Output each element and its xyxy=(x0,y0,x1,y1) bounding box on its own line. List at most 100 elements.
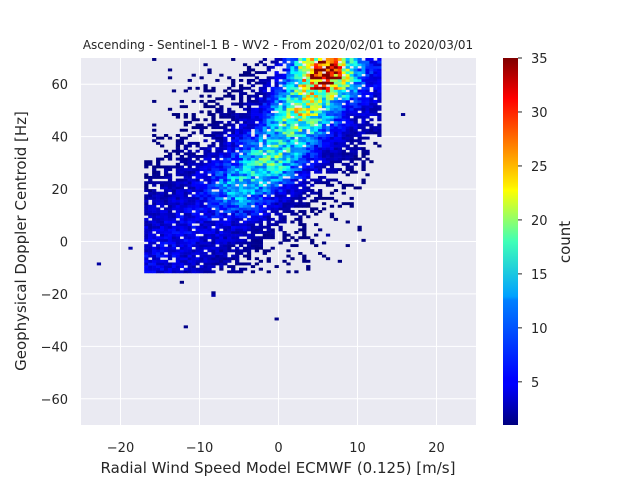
heatmap-cell xyxy=(365,76,370,80)
heatmap-cell xyxy=(310,86,315,90)
colorbar-label: count xyxy=(556,221,574,263)
heatmap-cells xyxy=(96,58,406,329)
heatmap-cell xyxy=(219,212,224,216)
heatmap-cell xyxy=(207,199,212,203)
heatmap-cell xyxy=(246,128,252,132)
heatmap-cell xyxy=(373,113,378,116)
heatmap-cell xyxy=(325,89,331,93)
heatmap-cell xyxy=(349,157,354,161)
heatmap-cell xyxy=(377,73,382,77)
heatmap-cell xyxy=(270,134,275,137)
heatmap-cell xyxy=(353,68,358,72)
heatmap-cell xyxy=(258,131,263,135)
heatmap-cell xyxy=(223,173,228,177)
heatmap-cell xyxy=(239,251,244,255)
heatmap-cell xyxy=(167,181,173,185)
heatmap-cell xyxy=(282,78,287,82)
heatmap-cell xyxy=(341,131,346,135)
heatmap-cell xyxy=(262,157,267,161)
heatmap-cell xyxy=(274,186,279,190)
heatmap-cell xyxy=(266,134,271,137)
heatmap-cell xyxy=(270,115,275,119)
heatmap-cell xyxy=(337,160,342,164)
heatmap-cell xyxy=(262,181,267,185)
heatmap-cell xyxy=(262,58,267,61)
heatmap-cell xyxy=(349,63,354,67)
heatmap-cell xyxy=(266,183,271,187)
heatmap-cell xyxy=(246,81,252,85)
heatmap-cell xyxy=(270,154,275,158)
heatmap-cell xyxy=(282,199,287,203)
heatmap-cell xyxy=(278,186,283,190)
heatmap-cell xyxy=(294,194,299,198)
heatmap-cell xyxy=(262,71,267,75)
heatmap-cell xyxy=(282,141,287,145)
heatmap-cell xyxy=(223,202,228,206)
heatmap-cell xyxy=(219,173,224,177)
heatmap-cell xyxy=(274,157,279,161)
heatmap-cell xyxy=(179,204,184,208)
heatmap-cell xyxy=(341,123,346,127)
heatmap-cell xyxy=(321,110,327,114)
heatmap-cell xyxy=(294,186,299,190)
heatmap-cell xyxy=(250,149,256,153)
heatmap-cell xyxy=(211,178,216,182)
heatmap-cell xyxy=(262,212,267,216)
heatmap-cell xyxy=(246,68,252,72)
heatmap-cell xyxy=(250,175,256,179)
heatmap-cell xyxy=(163,241,169,245)
heatmap-cell xyxy=(239,233,244,237)
heatmap-cell xyxy=(333,131,339,135)
heatmap-cell xyxy=(167,175,173,179)
heatmap-cell xyxy=(187,149,192,153)
heatmap-cell xyxy=(333,110,339,114)
heatmap-cell xyxy=(258,128,263,132)
heatmap-cell xyxy=(302,175,307,179)
heatmap-cell xyxy=(254,168,260,172)
heatmap-cell xyxy=(262,149,267,153)
heatmap-cell xyxy=(219,147,224,151)
heatmap-cell xyxy=(290,154,295,158)
heatmap-cell xyxy=(254,196,260,200)
heatmap-cell xyxy=(215,257,220,261)
heatmap-cell xyxy=(266,168,271,172)
heatmap-cell xyxy=(175,152,181,156)
heatmap-cell xyxy=(306,120,311,124)
heatmap-cell xyxy=(262,186,267,190)
heatmap-cell xyxy=(341,97,346,101)
heatmap-cell xyxy=(160,210,165,213)
heatmap-cell xyxy=(156,136,161,140)
heatmap-cell xyxy=(211,105,216,109)
heatmap-cell xyxy=(306,215,311,219)
heatmap-cell xyxy=(333,128,339,132)
heatmap-cell xyxy=(345,120,350,124)
heatmap-cell xyxy=(246,107,252,111)
heatmap-cell xyxy=(179,231,184,234)
heatmap-cell xyxy=(266,194,271,198)
heatmap-cell xyxy=(290,186,295,190)
heatmap-cell xyxy=(306,165,311,169)
heatmap-cell xyxy=(302,189,307,192)
heatmap-cell xyxy=(148,196,153,200)
heatmap-cell xyxy=(195,246,200,250)
heatmap-cell xyxy=(167,136,173,140)
heatmap-cell xyxy=(183,189,188,192)
heatmap-cell xyxy=(286,189,291,192)
heatmap-cell xyxy=(235,147,240,151)
heatmap-cell xyxy=(337,86,342,90)
heatmap-cell xyxy=(195,236,200,240)
heatmap-cell xyxy=(167,249,173,253)
heatmap-cell xyxy=(227,173,232,177)
heatmap-cell xyxy=(235,152,240,156)
heatmap-cell xyxy=(290,257,295,261)
heatmap-cell xyxy=(314,118,319,122)
heatmap-cell xyxy=(290,189,295,192)
heatmap-cell xyxy=(239,78,244,82)
heatmap-cell xyxy=(242,262,248,266)
heatmap-cell xyxy=(377,99,382,103)
heatmap-cell xyxy=(373,71,378,75)
heatmap-cell xyxy=(223,147,228,151)
heatmap-cell xyxy=(199,223,204,227)
heatmap-cell xyxy=(191,186,196,190)
